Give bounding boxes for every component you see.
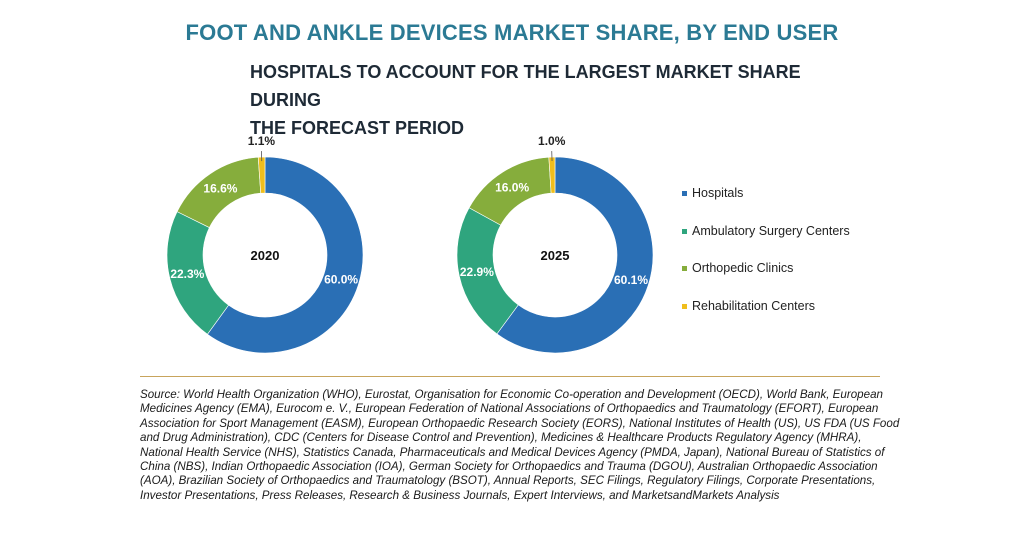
chart-subtitle: HOSPITALS TO ACCOUNT FOR THE LARGEST MAR…: [250, 58, 870, 142]
legend-swatch-rehabilitation-centers: [682, 303, 687, 309]
legend-swatch-hospitals: [682, 191, 687, 196]
donut-2025-center-label: 2025: [541, 248, 570, 263]
legend-label-orthopedic-clinics: Orthopedic Clinics: [692, 261, 794, 275]
donut-2025-slice-hospitals: [496, 156, 654, 354]
legend-label-hospitals: Hospitals: [692, 186, 744, 200]
legend-swatch-ambulatory-surgery-centers: [682, 228, 687, 234]
donut-2020-label-orthopedic-clinics: 16.6%: [203, 182, 237, 196]
donut-2020-slice-rehabilitation-centers: [257, 156, 266, 194]
donut-2020-slice-hospitals: [206, 156, 364, 354]
donut-2025-slice-rehabilitation-centers: [548, 156, 556, 194]
donut-2025-label-hospitals: 60.1%: [614, 273, 648, 287]
donut-charts: 60.0% 22.3% 16.6% 1.1% 2020 60.1% 22.9% 16.0% 1.…: [166, 134, 654, 354]
subtitle-line-2: THE FORECAST PERIOD: [250, 118, 465, 138]
legend-label-rehabilitation-centers: Rehabilitation Centers: [692, 298, 815, 313]
donut-2025-label-rehabilitation-centers: 1.0%: [538, 134, 566, 148]
donut-2020-label-ambulatory-surgery-centers: 22.3%: [170, 267, 204, 281]
legend-swatch-orthopedic-clinics: [682, 266, 687, 271]
legend-label-ambulatory-surgery-centers: Ambulatory Surgery Centers: [692, 223, 850, 238]
source-divider: [140, 376, 880, 377]
donut-2020-label-rehabilitation-centers: 1.1%: [248, 134, 276, 148]
donut-2025-label-ambulatory-surgery-centers: 22.9%: [460, 265, 494, 279]
subtitle-line-1: HOSPITALS TO ACCOUNT FOR THE LARGEST MAR…: [250, 62, 801, 110]
source-note: Source: World Health Organization (WHO),…: [140, 388, 900, 502]
chart-title: FOOT AND ANKLE DEVICES MARKET SHARE, BY …: [185, 20, 839, 45]
donut-2020-label-hospitals: 60.0%: [324, 273, 358, 287]
donut-2020-center-label: 2020: [251, 248, 280, 263]
donut-2025-label-orthopedic-clinics: 16.0%: [495, 180, 529, 194]
